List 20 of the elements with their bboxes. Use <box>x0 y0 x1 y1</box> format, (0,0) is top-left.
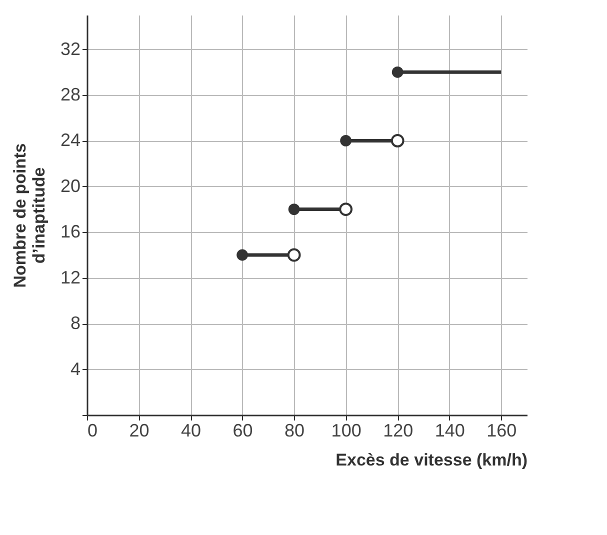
point <box>392 66 404 78</box>
x-tick-label: 60 <box>232 420 253 440</box>
x-tick-label: 100 <box>331 420 362 440</box>
y-tick-label: 16 <box>60 222 80 242</box>
x-tick-label: 80 <box>284 420 305 440</box>
y-tick-label: 4 <box>70 358 80 379</box>
x-tick-label: 120 <box>383 420 414 440</box>
y-tick-label: 12 <box>60 267 80 288</box>
y-tick-label: 28 <box>60 84 80 104</box>
x-tick-label: 20 <box>129 420 150 440</box>
y-axis-title: Nombre de points d’inaptitude <box>10 143 48 288</box>
y-tick-label: 20 <box>60 176 80 196</box>
x-axis-title: Excès de vitesse (km/h) <box>336 450 528 470</box>
x-tick-label: 140 <box>434 420 465 440</box>
x-tick-label: 160 <box>486 420 517 440</box>
y-tick-label: 8 <box>70 313 80 334</box>
y-tick-label: 24 <box>60 130 80 150</box>
x-tick-label: 40 <box>181 420 202 440</box>
x-tick-label: 0 <box>88 420 98 440</box>
y-tick-label: 32 <box>60 38 80 59</box>
